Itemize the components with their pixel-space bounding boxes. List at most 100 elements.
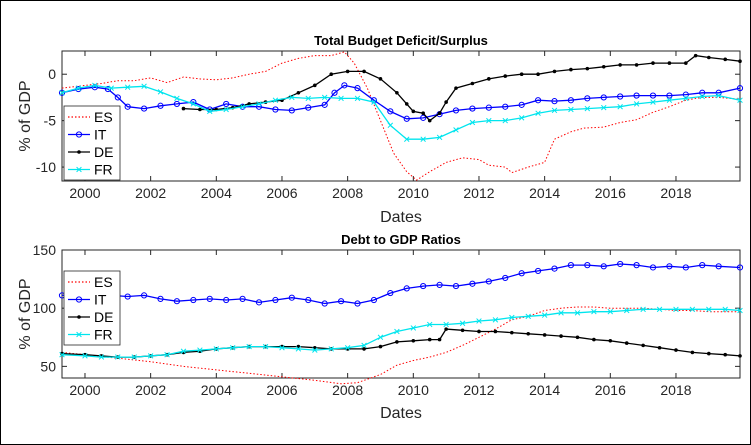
debt-point-fr bbox=[377, 334, 384, 341]
debt-point-de bbox=[624, 341, 629, 345]
budget-point-de bbox=[487, 77, 491, 81]
budget-point-de bbox=[519, 72, 524, 77]
budget-point-de bbox=[585, 66, 590, 71]
debt-y-tick-label: 100 bbox=[33, 300, 57, 316]
budget-point-it bbox=[305, 104, 312, 111]
debt-point-fr bbox=[246, 343, 252, 350]
debt-point-it bbox=[485, 278, 492, 285]
debt-point-it bbox=[239, 295, 246, 302]
budget-legend-box bbox=[63, 105, 121, 181]
debt-point-it bbox=[715, 263, 722, 270]
debt-point-it bbox=[736, 264, 744, 271]
debt-point-de bbox=[559, 334, 563, 338]
debt-point-fr bbox=[115, 354, 121, 360]
debt-point-it bbox=[157, 295, 164, 302]
debt-point-it bbox=[403, 285, 410, 292]
debt-y-tick-label: 150 bbox=[33, 242, 57, 258]
debt-point-fr bbox=[197, 347, 203, 353]
debt-point-fr bbox=[295, 346, 302, 352]
budget-point-it bbox=[420, 114, 427, 121]
debt-point-fr bbox=[558, 310, 564, 316]
budget-y-tick-label: 0 bbox=[48, 66, 56, 82]
debt-x-tick-label: 2016 bbox=[595, 382, 626, 398]
debt-plot-area bbox=[61, 249, 741, 379]
debt-point-de bbox=[608, 338, 613, 343]
budget-point-fr bbox=[354, 95, 361, 102]
budget-legend-marker-it bbox=[75, 131, 83, 138]
debt-point-fr bbox=[541, 312, 548, 318]
debt-point-fr bbox=[525, 313, 531, 320]
budget-point-it bbox=[551, 98, 558, 105]
debt-point-fr bbox=[459, 320, 466, 327]
debt-point-fr bbox=[607, 308, 614, 315]
budget-point-it bbox=[288, 107, 295, 114]
debt-point-it bbox=[337, 298, 345, 305]
budget-point-it bbox=[600, 94, 607, 101]
debt-x-tick-label: 2006 bbox=[266, 382, 297, 398]
debt-point-de bbox=[641, 343, 645, 348]
budget-point-it bbox=[403, 115, 410, 122]
budget-point-fr bbox=[239, 103, 246, 110]
budget-point-fr bbox=[617, 103, 623, 110]
debt-point-fr bbox=[82, 353, 88, 359]
budget-x-tick-label: 2018 bbox=[660, 185, 691, 201]
budget-point-de bbox=[454, 86, 458, 90]
budget-x-tick-label: 2014 bbox=[529, 185, 560, 201]
budget-point-fr bbox=[518, 115, 525, 121]
debt-point-de bbox=[362, 347, 366, 351]
debt-legend-marker-it bbox=[75, 296, 83, 303]
debt-point-fr bbox=[180, 348, 187, 354]
debt-x-tick-label: 2000 bbox=[69, 382, 100, 398]
debt-point-fr bbox=[394, 328, 400, 335]
budget-point-fr bbox=[157, 89, 164, 95]
budget-point-it bbox=[682, 91, 689, 98]
budget-point-it bbox=[469, 105, 476, 112]
budget-point-fr bbox=[600, 104, 607, 111]
debt-point-de bbox=[444, 327, 448, 331]
budget-point-de bbox=[378, 77, 383, 81]
budget-point-de bbox=[707, 55, 711, 60]
debt-point-it bbox=[305, 296, 312, 304]
debt-point-it bbox=[124, 293, 131, 300]
budget-x-tick-label: 2010 bbox=[398, 185, 429, 201]
budget-point-de bbox=[723, 57, 728, 62]
debt-point-it bbox=[452, 282, 460, 290]
debt-point-de bbox=[526, 331, 531, 336]
debt-point-it bbox=[140, 292, 148, 299]
debt-point-it bbox=[387, 289, 394, 297]
budget-point-de bbox=[362, 69, 366, 74]
budget-legend-label-it: IT bbox=[94, 127, 107, 143]
budget-point-it bbox=[485, 104, 492, 111]
budget-point-fr bbox=[256, 101, 262, 107]
debt-point-fr bbox=[673, 306, 679, 313]
debt-point-fr bbox=[59, 351, 65, 358]
debt-point-de bbox=[493, 329, 498, 334]
budget-series-es bbox=[61, 51, 741, 181]
budget-point-it bbox=[58, 89, 66, 96]
budget-point-fr bbox=[190, 101, 197, 107]
debt-point-fr bbox=[640, 306, 646, 313]
debt-point-de bbox=[592, 337, 596, 342]
budget-point-it bbox=[91, 84, 98, 91]
budget-point-it bbox=[502, 103, 509, 110]
debt-point-fr bbox=[98, 354, 105, 360]
budget-point-fr bbox=[289, 94, 295, 101]
debt-point-it bbox=[600, 263, 607, 270]
debt-x-tick-label: 2014 bbox=[529, 382, 560, 398]
budget-point-de bbox=[634, 63, 639, 67]
debt-point-fr bbox=[344, 344, 351, 351]
budget-point-de bbox=[411, 109, 416, 114]
debt-point-de bbox=[657, 345, 662, 350]
budget-point-it bbox=[584, 95, 591, 102]
budget-legend-marker-fr bbox=[76, 166, 82, 173]
debt-x-tick-label: 2010 bbox=[398, 382, 429, 398]
debt-point-fr bbox=[706, 306, 712, 313]
debt-point-it bbox=[534, 267, 542, 275]
budget-point-fr bbox=[633, 101, 640, 107]
budget-point-fr bbox=[108, 85, 115, 91]
budget-point-de bbox=[651, 61, 655, 65]
debt-point-it bbox=[420, 282, 427, 290]
budget-point-de bbox=[329, 72, 334, 77]
debt-point-de bbox=[437, 337, 442, 342]
